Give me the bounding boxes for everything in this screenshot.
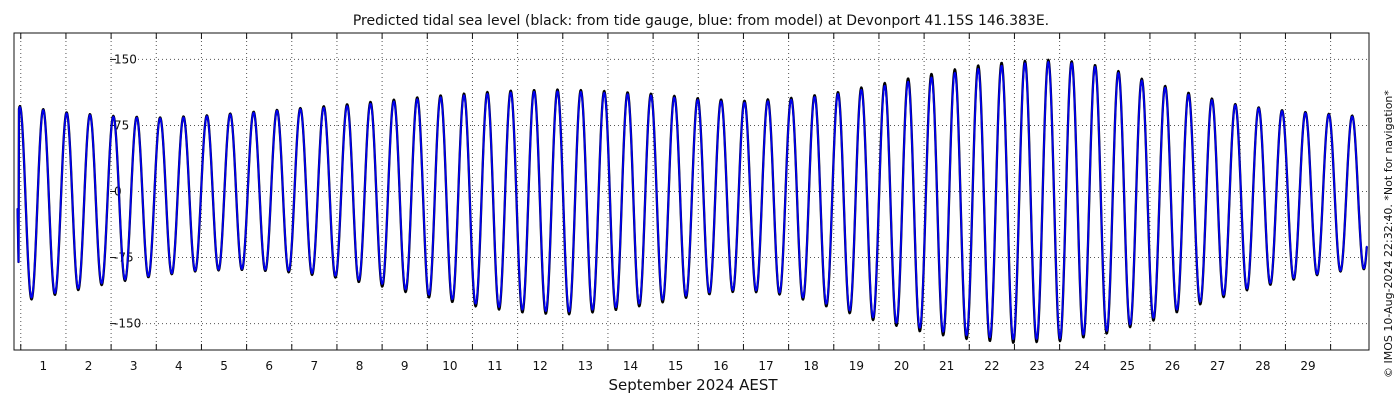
x-tick-label: 22 [984, 359, 999, 373]
x-tick-label: 8 [356, 359, 364, 373]
x-tick-label: 24 [1075, 359, 1090, 373]
y-tick-label: 75 [114, 118, 129, 132]
x-tick-label: 29 [1300, 359, 1315, 373]
x-tick-label: 9 [401, 359, 409, 373]
x-tick-label: 16 [713, 359, 728, 373]
y-tick-label: -150 [114, 317, 141, 331]
x-tick-label: 28 [1255, 359, 1270, 373]
series-lines [16, 58, 1368, 344]
x-tick-label: 14 [623, 359, 638, 373]
gridlines [20, 33, 1368, 350]
x-tick-label: 2 [85, 359, 93, 373]
x-tick-label: 12 [533, 359, 548, 373]
x-axis-label: September 2024 AEST [608, 376, 778, 394]
x-tick-label: 1 [40, 359, 48, 373]
x-tick-label: 27 [1210, 359, 1225, 373]
x-tick-label: 5 [220, 359, 228, 373]
x-tick-label: 4 [175, 359, 183, 373]
y-tick-label: -75 [114, 251, 134, 265]
credit-text: © IMOS 10-Aug-2024 22:32:40. *Not for na… [1382, 90, 1395, 378]
y-tick-label: 150 [114, 52, 137, 66]
x-tick-label: 20 [894, 359, 909, 373]
x-tick-label: 10 [442, 359, 457, 373]
x-tick-label: 23 [1029, 359, 1044, 373]
x-tick-label: 7 [311, 359, 319, 373]
x-tick-label: 11 [487, 359, 502, 373]
x-tick-label: 17 [758, 359, 773, 373]
series-line-model [16, 60, 1368, 341]
x-tick-label: 18 [804, 359, 819, 373]
chart-title: Predicted tidal sea level (black: from t… [353, 13, 1049, 29]
x-tick-label: 3 [130, 359, 138, 373]
x-tick-label: 19 [849, 359, 864, 373]
x-tick-label: 15 [668, 359, 683, 373]
x-tick-label: 25 [1120, 359, 1135, 373]
x-tick-label: 21 [939, 359, 954, 373]
x-tick-label: 26 [1165, 359, 1180, 373]
x-tick-label: 13 [578, 359, 593, 373]
x-axis-ticks: 1 2 3 4 5 6 7 8 9 10 11 12 13 14 15 16 17 18 19 20 21 22 23 24 2… [20, 33, 1332, 373]
x-tick-label: 6 [265, 359, 273, 373]
